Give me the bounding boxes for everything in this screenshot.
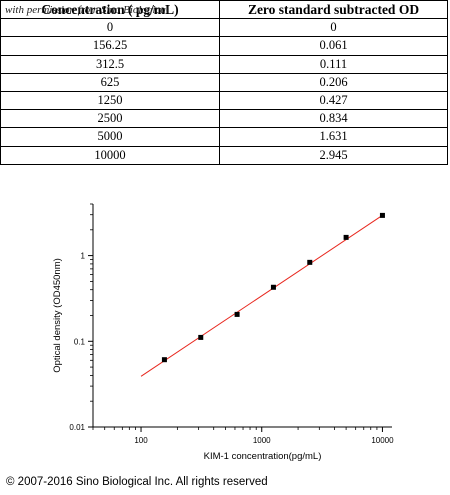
- od-cell: 0: [219, 18, 448, 38]
- watermark: with permission from Sino Biological: [5, 4, 169, 16]
- data-point: [198, 334, 204, 340]
- data-point: [343, 234, 349, 240]
- y-axis-label: Optical density (OD450nm): [52, 258, 63, 373]
- y-tick-label: 0.1: [74, 337, 86, 346]
- x-tick-label: 1000: [253, 436, 271, 445]
- od-header: Zero standard subtracted OD: [219, 0, 448, 20]
- od-cell: 2.945: [219, 145, 448, 165]
- copyright-text: © 2007-2016 Sino Biological Inc. All rig…: [6, 476, 268, 488]
- data-point: [379, 212, 385, 218]
- standard-curve-chart: 100 1000 10000 0.01 0.1 1 KIM-1 concentration(…: [52, 203, 394, 462]
- x-tick-label: 100: [134, 436, 148, 445]
- data-point: [234, 311, 240, 317]
- table-row: 5000 1.631: [0, 127, 448, 147]
- table-row: 156.25 0.061: [0, 36, 448, 56]
- table-row: 312.5 0.111: [0, 54, 448, 74]
- concentration-cell: 156.25: [0, 36, 221, 56]
- od-cell: 0.834: [219, 109, 448, 129]
- plot-area: 100 1000 10000 0.01 0.1 1 KIM-1 concentration(…: [52, 203, 394, 462]
- concentration-header-label: Concentration ( pg/mL): [41, 2, 179, 18]
- od-cell: 0.206: [219, 72, 448, 92]
- data-point: [161, 357, 167, 363]
- od-cell: 0.427: [219, 90, 448, 111]
- table-row: 625 0.206: [0, 72, 448, 92]
- x-axis-label: KIM-1 concentration(pg/mL): [204, 451, 322, 462]
- table-row: 2500 0.834: [0, 109, 448, 129]
- data-point: [307, 259, 313, 265]
- data-point: [270, 284, 276, 290]
- table-row: 10000 2.945: [0, 145, 448, 165]
- concentration-cell: 625: [0, 72, 221, 92]
- table-row: 1250 0.427: [0, 90, 448, 111]
- concentration-cell: 5000: [0, 127, 221, 147]
- od-cell: 0.111: [219, 54, 448, 74]
- x-tick-label: 10000: [371, 436, 394, 445]
- od-cell: 0.061: [219, 36, 448, 56]
- fit-line: [140, 214, 383, 377]
- y-tick-label: 1: [81, 252, 86, 261]
- od-cell: 1.631: [219, 127, 448, 147]
- table-header-row: Concentration ( pg/mL) with permission f…: [0, 0, 448, 20]
- concentration-cell: 1250: [0, 90, 221, 111]
- concentration-cell: 312.5: [0, 54, 221, 74]
- concentration-cell: 10000: [0, 145, 221, 165]
- standard-curve-table: Concentration ( pg/mL) with permission f…: [0, 0, 448, 165]
- y-tick-label: 0.01: [69, 423, 85, 432]
- concentration-cell: 0: [0, 18, 221, 38]
- concentration-cell: 2500: [0, 109, 221, 129]
- concentration-header: Concentration ( pg/mL) with permission f…: [0, 0, 221, 20]
